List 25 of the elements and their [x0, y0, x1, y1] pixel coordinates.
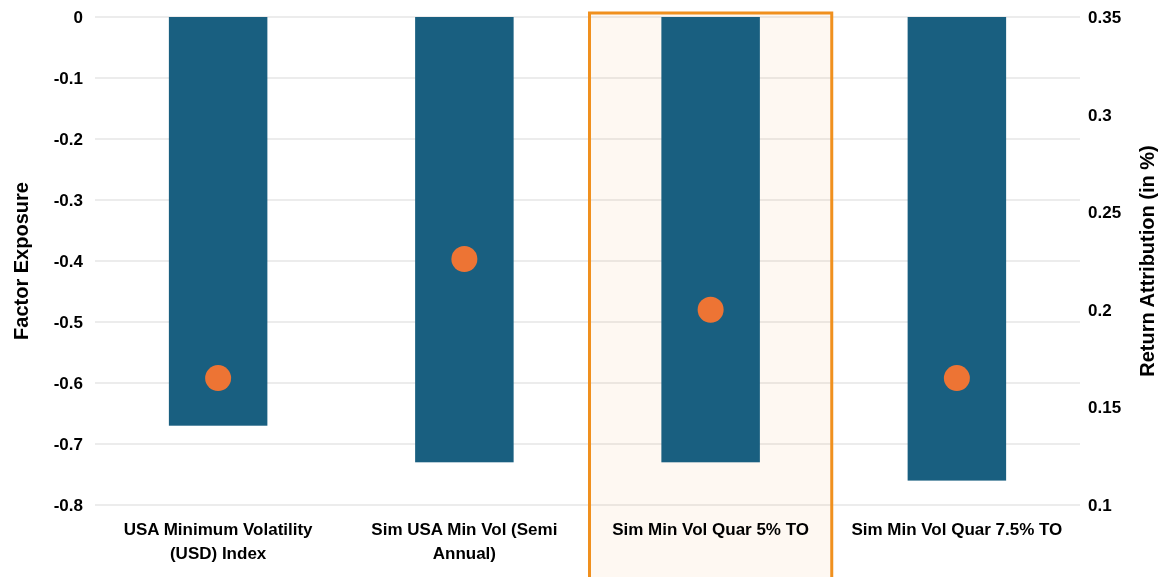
y-axis-title: Factor Exposure: [10, 182, 32, 340]
y2-tick-label: 0.25: [1088, 203, 1122, 223]
x-tick-label: Sim Min Vol Quar 7.5% TO: [851, 520, 1063, 539]
y-tick-label: -0.2: [53, 129, 83, 149]
y-tick-label: -0.7: [53, 434, 83, 454]
y-tick-label: -0.6: [53, 373, 83, 393]
y2-tick-label: 0.15: [1088, 398, 1122, 418]
y-tick-label: -0.5: [53, 312, 83, 332]
point: [697, 296, 724, 323]
x-tick-label: USA Minimum Volatility (USD) Index: [123, 520, 314, 563]
y2-axis-title: Return Attribution (in %): [1136, 145, 1158, 377]
y-tick-label: 0: [73, 7, 83, 27]
y-tick-label: -0.3: [53, 190, 83, 210]
y2-tick-label: 0.3: [1088, 105, 1112, 125]
point: [205, 365, 232, 392]
y-tick-label: -0.4: [53, 251, 84, 271]
y-tick-label: -0.1: [53, 68, 83, 88]
x-tick-label: Sim USA Min Vol (Semi Annual): [371, 520, 558, 563]
point: [943, 365, 970, 392]
y2-tick-label: 0.2: [1088, 300, 1112, 320]
y-tick-label: -0.8: [53, 495, 83, 515]
x-tick-label: Sim Min Vol Quar 5% TO: [612, 520, 810, 539]
y2-tick-label: 0.35: [1088, 7, 1122, 27]
y2-tick-label: 0.1: [1088, 495, 1112, 515]
point: [451, 246, 478, 273]
